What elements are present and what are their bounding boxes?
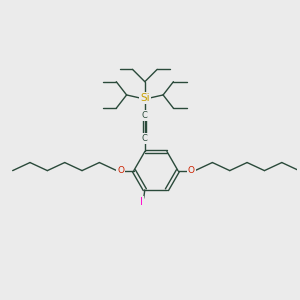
Text: O: O bbox=[117, 166, 124, 175]
Text: C: C bbox=[142, 111, 148, 120]
Text: O: O bbox=[188, 166, 195, 175]
Text: Si: Si bbox=[140, 93, 150, 103]
Text: C: C bbox=[142, 134, 148, 143]
Text: I: I bbox=[140, 197, 143, 207]
